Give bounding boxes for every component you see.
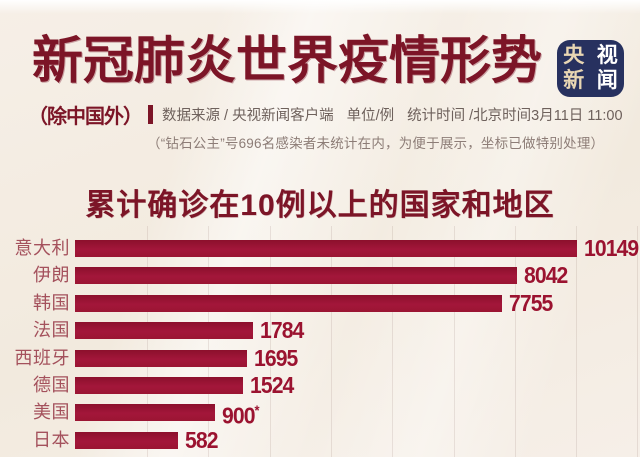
country-label: 伊朗	[33, 265, 70, 286]
bar-value: 7755	[509, 291, 553, 314]
bar-value-asterisk: *	[254, 401, 260, 418]
bar-value-number: 1695	[254, 344, 298, 371]
bar-value: 900*	[222, 401, 260, 429]
stat-time-text: 统计时间 /北京时间3月11日 11:00	[407, 108, 623, 124]
chart-row: 日本 582	[0, 428, 220, 451]
bar	[75, 267, 517, 285]
meta-row: （除中国外） 数据来源 / 央视新闻客户端 单位/例 统计时间 /北京时间3月1…	[28, 100, 628, 129]
bar	[75, 349, 247, 367]
bar	[75, 431, 178, 449]
chart-row: 意大利 10149	[0, 237, 640, 260]
country-label: 韩国	[33, 292, 70, 313]
section-title: 累计确诊在10例以上的国家和地区	[85, 189, 555, 222]
page-title: 新冠肺炎世界疫情形势	[32, 32, 543, 89]
cctv-news-logo: 央 视 新 闻	[557, 40, 624, 97]
bar	[75, 404, 215, 422]
gridline	[208, 226, 210, 457]
country-label: 法国	[33, 320, 70, 341]
bar-value: 1524	[250, 374, 294, 397]
country-label: 意大利	[14, 238, 70, 258]
bar	[75, 240, 577, 257]
bar-value: 10149	[584, 237, 639, 260]
bar	[75, 377, 243, 394]
bar	[75, 322, 253, 340]
unit-text: 单位/例	[346, 108, 395, 124]
gridline	[269, 226, 271, 457]
bar-value: 582	[185, 428, 218, 451]
chart-row: 德国 1524	[0, 374, 297, 397]
chart-row: 西班牙 1695	[0, 346, 301, 369]
bar-value-number: 8042	[524, 262, 568, 289]
data-source-text: 数据来源 / 央视新闻客户端	[162, 108, 334, 124]
country-label: 美国	[33, 402, 70, 423]
gridline	[514, 226, 516, 457]
gridline	[330, 226, 332, 457]
chart-row: 法国 1784	[0, 319, 307, 342]
chart-row: 韩国 7755	[0, 291, 556, 314]
bar-value-number: 10149	[584, 235, 639, 261]
country-label: 日本	[33, 429, 70, 450]
bar-value-number: 1524	[250, 372, 294, 398]
chart-row: 伊朗 8042	[0, 264, 571, 287]
gridline	[453, 226, 455, 457]
bar-value: 1784	[260, 319, 304, 342]
bar-chart: 意大利 10149 伊朗 8042 韩国 7755 法国 1784 西班牙 1695 德国 1524 美…	[0, 226, 640, 457]
logo-char: 闻	[596, 69, 618, 92]
divider-bar-icon	[148, 105, 153, 124]
country-label: 德国	[33, 375, 70, 395]
bar-value-number: 1784	[260, 317, 304, 344]
bar-value: 1695	[254, 346, 298, 369]
logo-char: 央	[563, 44, 585, 67]
bar-value-number: 582	[185, 426, 218, 453]
bar-value-number: 7755	[509, 289, 553, 316]
logo-char: 新	[563, 69, 585, 92]
country-label: 西班牙	[14, 347, 70, 368]
scope-label: （除中国外）	[28, 106, 143, 128]
bar-value-number: 900	[222, 402, 255, 429]
gridline	[637, 226, 639, 457]
gridline	[576, 226, 578, 457]
logo-char: 视	[596, 44, 618, 67]
gridline	[147, 226, 148, 457]
bar	[75, 294, 502, 312]
gridline	[392, 226, 394, 457]
footnote: （“钻石公主”号696名感染者未统计在内，为便于展示，坐标已做特别处理）	[147, 136, 605, 151]
bar-value: 8042	[524, 264, 568, 287]
chart-row: 美国 900*	[0, 402, 263, 427]
